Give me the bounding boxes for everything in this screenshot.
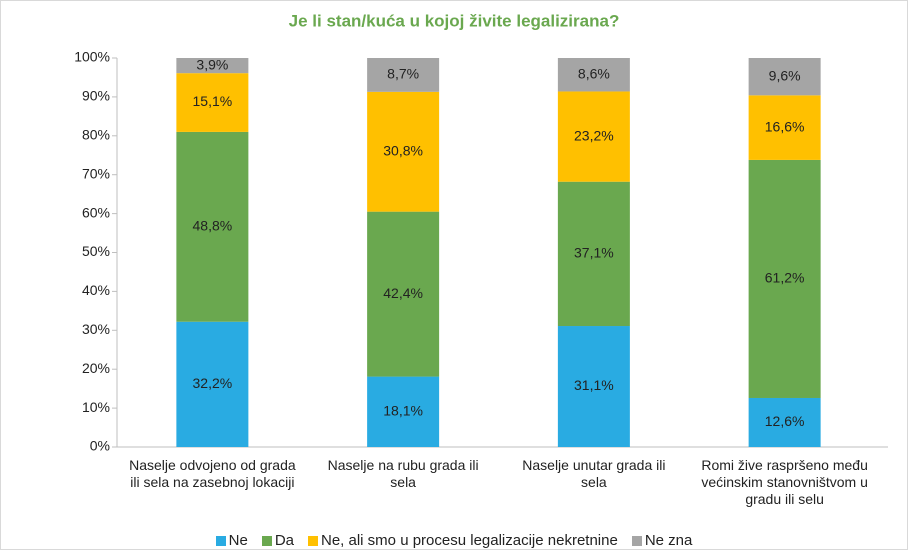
bar-segment	[557, 181, 630, 327]
bar-segment	[176, 58, 249, 74]
data-label: 12,6%	[765, 413, 805, 429]
data-label: 16,6%	[765, 118, 805, 134]
bar-segment	[367, 376, 440, 447]
bar-segment	[748, 58, 821, 96]
bar-segment	[367, 211, 440, 377]
bar-segment	[557, 326, 630, 447]
bar-segment	[367, 91, 440, 212]
x-tick-label: Naselje odvojeno od grada ili sela na za…	[129, 457, 296, 490]
legend-label: Da	[274, 532, 294, 549]
legend-item: Ne zna	[631, 532, 693, 549]
y-tick-label: 10%	[82, 399, 110, 415]
y-tick-label: 80%	[82, 127, 110, 143]
legend-item: Ne	[215, 532, 248, 549]
data-label: 61,2%	[765, 270, 805, 286]
y-tick-label: 70%	[82, 165, 110, 181]
legend: Ne Da Ne, ali smo u procesu legalizacije n…	[0, 532, 908, 549]
legend-swatch	[308, 535, 318, 546]
data-label: 37,1%	[574, 245, 614, 261]
bar-segment	[557, 58, 630, 92]
y-tick-label: 100%	[74, 49, 110, 65]
chart-title: Je li stan/kuća u kojoj živite legalizir…	[289, 11, 620, 30]
bar-segment	[748, 95, 821, 160]
y-tick-label: 30%	[82, 321, 110, 337]
x-tick-label: Naselje unutar grada ili sela	[522, 457, 666, 490]
y-tick-label: 90%	[82, 88, 110, 104]
legend-label: Ne	[228, 532, 248, 549]
y-tick-label: 50%	[82, 243, 110, 259]
data-label: 42,4%	[383, 285, 423, 301]
bar-segment	[748, 397, 821, 447]
bar-segment	[176, 131, 249, 322]
data-label: 30,8%	[383, 142, 423, 158]
bar-segment	[748, 159, 821, 398]
bar-segment	[176, 321, 249, 447]
legend-swatch	[215, 535, 226, 546]
x-tick-label: Romi žive raspršeno među većinskim stano…	[701, 457, 868, 507]
data-label: 8,6%	[578, 65, 610, 81]
legend-label: Ne zna	[644, 532, 693, 549]
y-tick-label: 20%	[82, 360, 110, 376]
data-label: 3,9%	[196, 56, 228, 72]
data-label: 23,2%	[574, 127, 614, 143]
bar-segment	[367, 58, 440, 92]
legend-swatch	[261, 535, 272, 546]
y-tick-label: 40%	[82, 282, 110, 298]
legend-item: Ne, ali smo u procesu legalizacije nekre…	[308, 532, 618, 549]
data-label: 48,8%	[193, 218, 233, 234]
bar-segment	[176, 73, 249, 132]
y-tick-label: 0%	[90, 438, 110, 454]
legend-label: Ne, ali smo u procesu legalizacije nekre…	[321, 532, 618, 549]
legend-item: Da	[261, 532, 294, 549]
data-label: 18,1%	[383, 402, 423, 418]
data-label: 8,7%	[387, 66, 419, 82]
bar-segment	[557, 91, 630, 182]
data-label: 15,1%	[193, 93, 233, 109]
y-tick-label: 60%	[82, 204, 110, 220]
x-tick-label: Naselje na rubu grada ili sela	[327, 457, 479, 490]
data-label: 32,2%	[193, 375, 233, 391]
data-label: 31,1%	[574, 377, 614, 393]
data-label: 9,6%	[769, 67, 801, 83]
legend-swatch	[631, 535, 642, 546]
